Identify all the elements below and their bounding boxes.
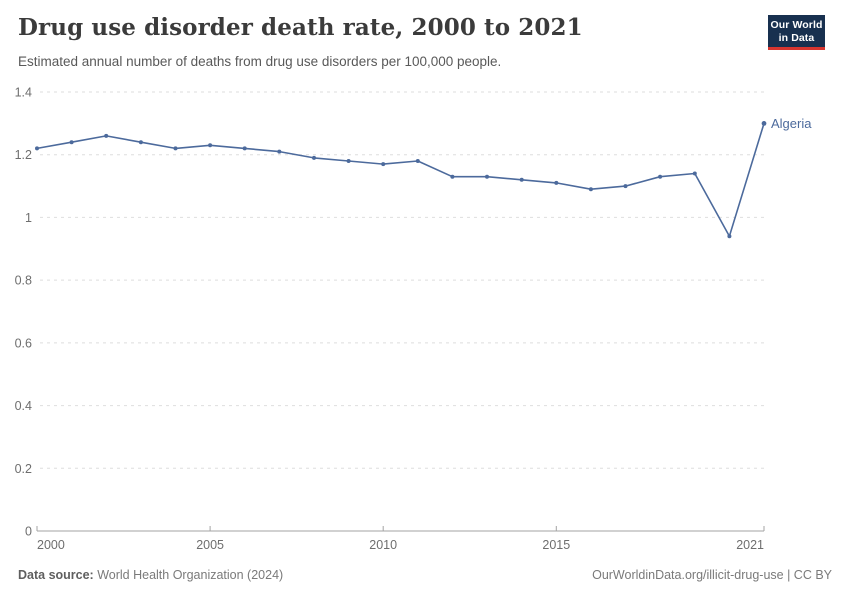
y-axis-tick-label: 0.2 [15,462,32,476]
data-point [242,146,247,151]
x-axis-tick-label: 2021 [736,538,764,552]
data-point [173,146,178,151]
data-point [138,140,143,145]
data-point [104,133,109,138]
owid-logo: Our World in Data [768,15,825,50]
data-point [727,234,732,239]
x-axis-tick-label: 2005 [196,538,224,552]
data-point [450,174,455,179]
page-title: Drug use disorder death rate, 2000 to 20… [18,14,583,41]
data-point [69,140,74,145]
data-source-label: Data source: [18,568,94,582]
credit-line: OurWorldinData.org/illicit-drug-use | CC… [592,568,832,582]
owid-logo-text-line1: Our World [770,19,823,31]
x-axis-tick-label: 2000 [37,538,65,552]
data-point [415,159,420,163]
data-point [312,155,316,160]
data-point [588,187,593,192]
chart-footer: Data source: World Health Organization (… [18,567,832,583]
data-source-note: Data source: World Health Organization (… [18,567,283,583]
data-point [692,171,697,176]
data-point [346,159,351,163]
y-axis-tick-label: 0.8 [15,274,32,288]
y-axis-tick-label: 1.2 [15,148,32,162]
data-line-algeria [36,122,765,237]
data-point [35,146,39,151]
data-source-text: World Health Organization (2024) [93,568,284,582]
data-point [208,143,213,148]
y-axis-tick-label: 1 [25,211,32,225]
data-point [623,184,628,189]
data-point [554,180,559,185]
chart-subtitle: Estimated annual number of deaths from d… [18,54,502,69]
data-point [658,174,663,179]
owid-logo-text-line2: in Data [778,31,815,44]
x-axis-tick-label: 2010 [369,538,397,552]
data-point [761,121,767,126]
y-axis-tick-label: 0 [25,525,32,539]
data-point [381,162,386,167]
y-axis-tick-label: 0.4 [15,399,32,413]
y-axis-tick-label: 0.6 [15,336,32,350]
y-axis-tick-label: 1.4 [15,86,32,100]
entity-label: Algeria [771,116,812,131]
data-point [519,177,524,182]
x-axis-tick-label: 2015 [542,538,570,552]
data-point [485,174,489,179]
data-point [277,149,282,154]
